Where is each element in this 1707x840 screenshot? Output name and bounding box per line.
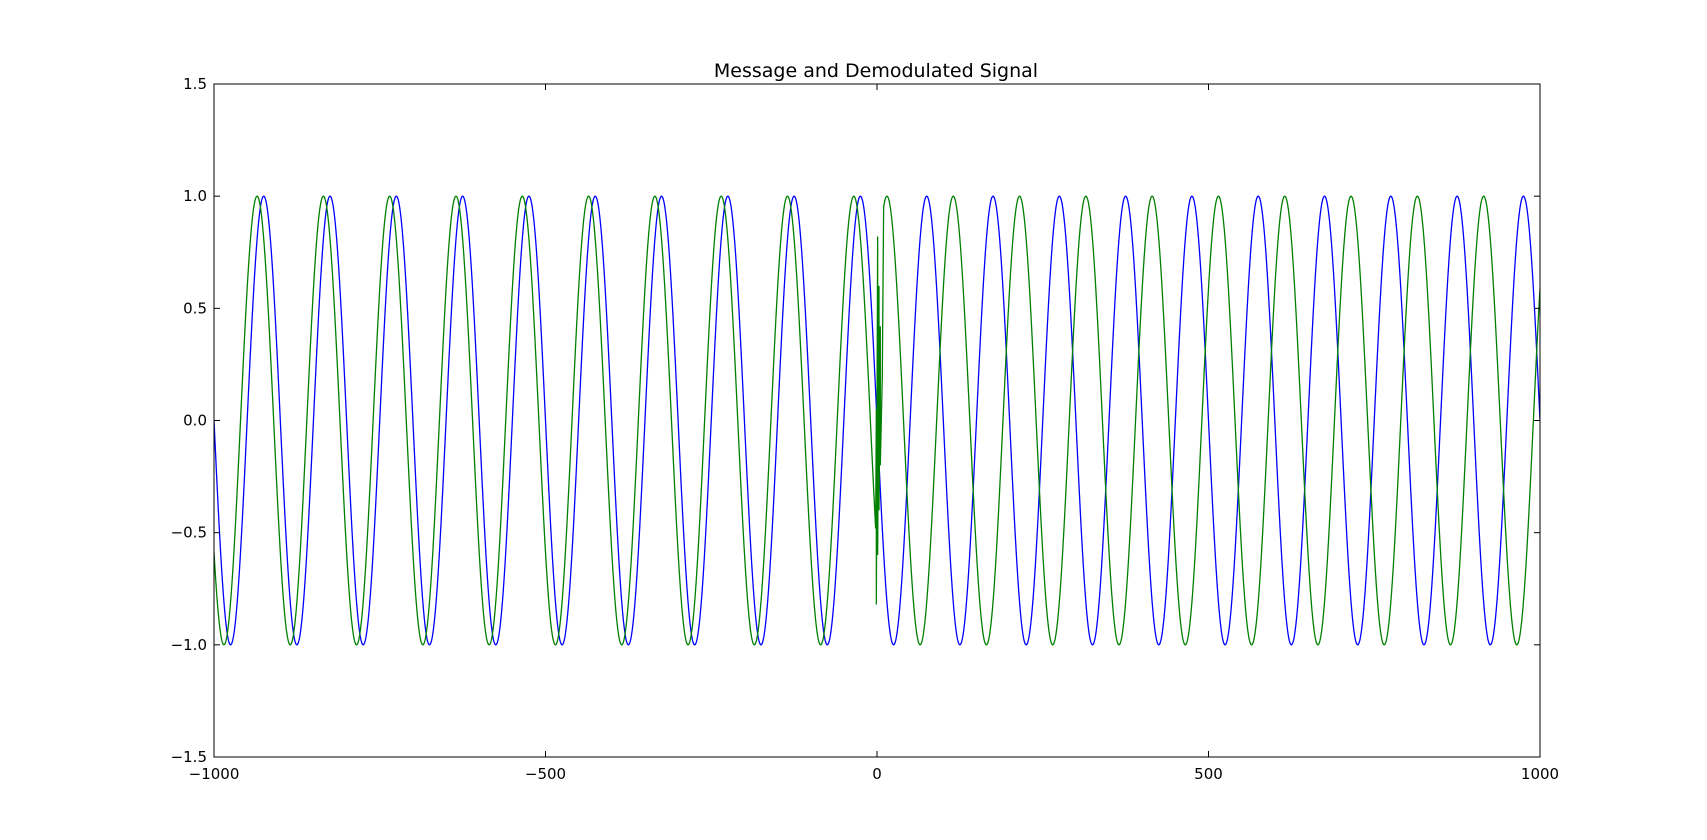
series-line-2 xyxy=(214,195,1540,646)
series-layer xyxy=(214,195,1540,646)
y-tick-label: −1.5 xyxy=(171,748,207,766)
y-tick-label: 1.0 xyxy=(183,187,207,205)
chart-title: Message and Demodulated Signal xyxy=(714,60,1038,82)
x-tick-label: 0 xyxy=(872,765,882,783)
y-tick-label: 0.0 xyxy=(183,412,207,430)
y-tick-label: 1.5 xyxy=(183,75,207,93)
x-tick-label: 500 xyxy=(1194,765,1223,783)
ticks-layer: −1000 −500 0 500 1000 1.5 1.0 0.5 0.0 −0.5 −1.0 −1.… xyxy=(171,75,1560,783)
x-tick-label: −1000 xyxy=(189,765,240,783)
x-tick-label: −500 xyxy=(525,765,566,783)
y-tick-label: 0.5 xyxy=(183,299,207,317)
y-tick-label: −0.5 xyxy=(171,524,207,542)
x-tick-label: 1000 xyxy=(1521,765,1559,783)
y-tick-label: −1.0 xyxy=(171,636,207,654)
